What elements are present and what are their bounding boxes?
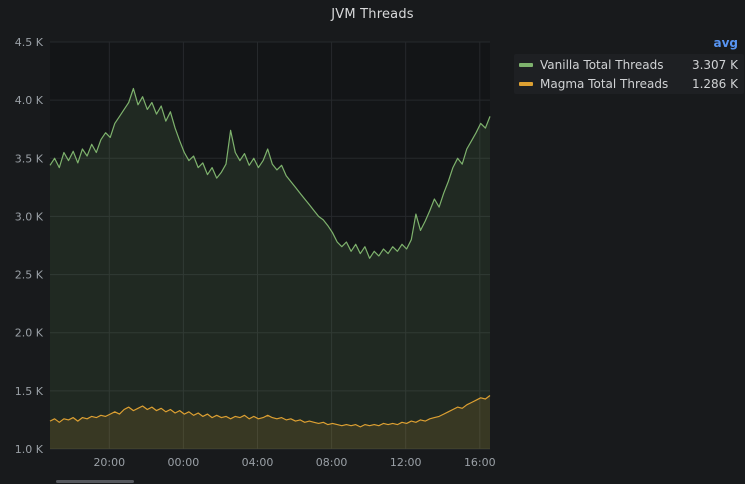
svg-text:00:00: 00:00 xyxy=(168,456,200,469)
legend: avg Vanilla Total Threads 3.307 K Magma … xyxy=(514,34,744,94)
svg-text:4.0 K: 4.0 K xyxy=(15,94,44,107)
magma-series-color-dash-icon[interactable] xyxy=(519,81,533,86)
svg-text:12:00: 12:00 xyxy=(390,456,422,469)
legend-series-name-vanilla[interactable]: Vanilla Total Threads xyxy=(540,57,664,72)
legend-stat-header[interactable]: avg xyxy=(713,36,738,50)
svg-text:4.5 K: 4.5 K xyxy=(15,36,44,49)
svg-text:3.0 K: 3.0 K xyxy=(15,210,44,223)
svg-text:3.5 K: 3.5 K xyxy=(15,152,44,165)
legend-series-avg-vanilla: 3.307 K xyxy=(691,57,738,72)
legend-rows: Vanilla Total Threads 3.307 K Magma Tota… xyxy=(514,54,744,94)
panel-title[interactable]: JVM Threads xyxy=(331,7,414,22)
svg-text:16:00: 16:00 xyxy=(464,456,496,469)
legend-row-vanilla: Vanilla Total Threads 3.307 K xyxy=(514,55,744,74)
svg-text:20:00: 20:00 xyxy=(93,456,125,469)
legend-row-magma: Magma Total Threads 1.286 K xyxy=(514,74,744,93)
horizontal-scrollbar-thumb[interactable] xyxy=(56,480,134,483)
svg-text:04:00: 04:00 xyxy=(242,456,274,469)
legend-series-avg-magma: 1.286 K xyxy=(691,76,738,91)
svg-text:2.5 K: 2.5 K xyxy=(15,269,44,282)
svg-text:2.0 K: 2.0 K xyxy=(15,327,44,340)
legend-series-name-magma[interactable]: Magma Total Threads xyxy=(540,76,669,91)
svg-text:1.0 K: 1.0 K xyxy=(15,443,44,456)
svg-text:1.5 K: 1.5 K xyxy=(15,385,44,398)
svg-text:08:00: 08:00 xyxy=(316,456,348,469)
vanilla-series-color-dash-icon[interactable] xyxy=(519,62,533,67)
